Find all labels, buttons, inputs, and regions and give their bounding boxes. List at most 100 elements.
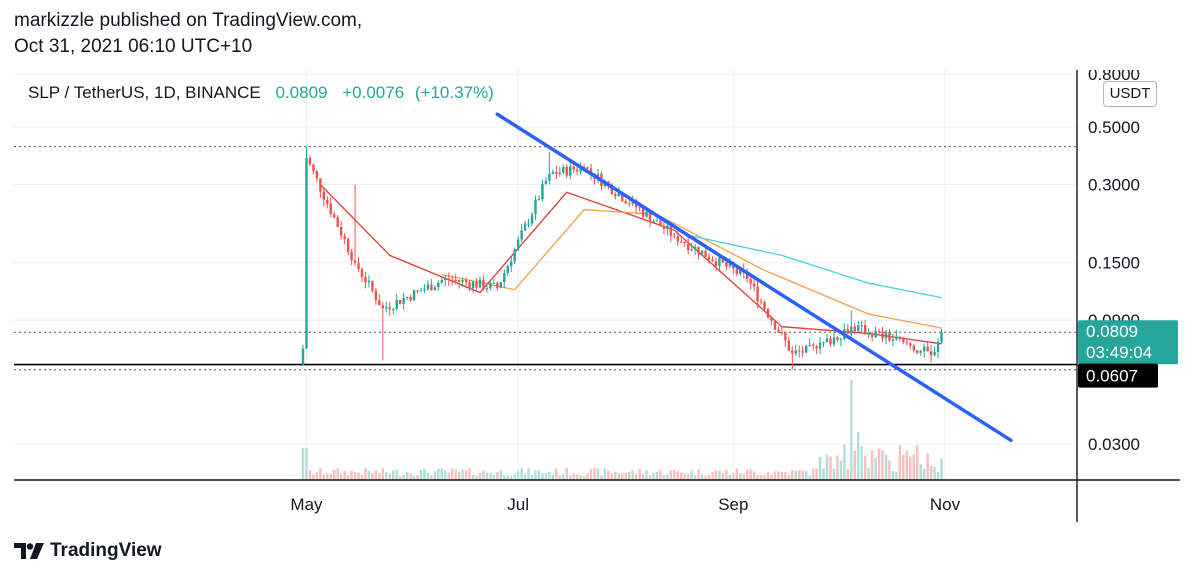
volume-bar [558,475,561,480]
volume-bar [378,473,381,480]
volume-bar [631,470,634,480]
candle-body [357,262,360,270]
volume-bar [603,468,607,480]
candle-body [523,223,527,231]
volume-bar [697,469,700,480]
candle-body [586,167,589,169]
candle-body [520,230,523,240]
candle-body [933,352,936,356]
candle-body [770,317,773,321]
volume-bar [801,470,804,480]
candle-body [711,259,714,262]
moving-average-line [691,235,942,299]
candle-body [617,193,620,197]
volume-bar [506,475,509,480]
volume-bar [922,468,926,480]
volume-bar [371,473,374,480]
candle-body [478,279,482,288]
volume-bar [725,469,728,480]
volume-bar [763,474,766,480]
volume-bar [884,454,888,480]
volume-bar [666,474,669,480]
volume-bar [933,466,936,480]
candle-body [367,280,371,283]
volume-bar [659,469,662,480]
volume-bar [430,475,433,480]
candle-body [804,345,808,353]
candle-body [572,166,575,170]
volume-bar [916,445,919,480]
candle-body [902,337,905,343]
candle-body [690,249,693,251]
candle-body [405,296,409,299]
chart-canvas[interactable]: 0.80000.50000.30000.15000.09000.0300MayJ… [14,65,1180,522]
volume-bar [926,452,929,480]
volume-bar [825,454,829,480]
candle-body [336,217,339,227]
volume-bar [853,450,856,480]
candle-body [510,261,513,267]
volume-bar [940,458,943,480]
candle-body [565,166,568,176]
candle-body [853,326,856,332]
symbol-legend[interactable]: SLP / TetherUS, 1D, BINANCE 0.0809 +0.00… [28,83,494,103]
candle-body [926,346,929,352]
candle-body [829,338,832,345]
candle-body [614,193,617,197]
volume-bar [617,473,620,480]
candle-body [343,235,346,240]
candle-body [374,290,378,301]
volume-bar [881,450,884,480]
volume-bar [867,467,870,480]
tradingview-footer[interactable]: TradingView [14,540,162,562]
candle-body [360,269,364,277]
candle-body [329,203,332,215]
volume-bar [537,470,541,480]
candle-body [398,299,402,304]
candle-body [308,157,312,165]
volume-bar [312,474,315,480]
price-tick-label: 0.5000 [1088,118,1140,137]
candle-body [333,214,336,218]
volume-bar [388,473,391,480]
volume-bar [863,455,867,480]
volume-bar [714,470,718,480]
candle-body [815,346,818,349]
candle-body [784,332,787,341]
volume-bar [478,472,482,480]
volume-bar [353,472,357,480]
candle-body [423,289,426,291]
candle-body [322,191,326,200]
symbol-label: SLP / TetherUS, 1D, BINANCE [28,83,261,102]
currency-button[interactable]: USDT [1103,81,1157,107]
candle-body [676,236,679,242]
volume-bar [857,432,860,480]
candle-body [562,166,565,173]
time-tick-label: May [290,495,323,514]
candle-body [759,301,763,303]
candle-body [739,269,742,274]
volume-bar [468,468,471,480]
candle-body [492,282,496,284]
volume-bar [579,475,582,480]
candle-body [687,243,690,250]
candle-body [756,286,759,302]
volume-bar [693,475,697,480]
chart-frame[interactable]: 0.80000.50000.30000.15000.09000.0300MayJ… [14,65,1180,522]
volume-bar [936,471,940,480]
volume-bar [374,470,378,480]
candle-body [537,199,541,201]
candle-body [464,280,468,283]
volume-bar [409,473,412,480]
candle-body [749,278,752,284]
volume-bar [829,456,832,480]
price-tick-label: 0.8000 [1088,70,1140,84]
candle-body [378,300,381,306]
candle-body [822,342,825,344]
volume-bar [475,475,478,480]
candle-body [857,325,860,332]
candle-body [850,326,853,334]
volume-bar [704,475,707,480]
candle-body [641,208,645,217]
volume-bar [586,473,589,480]
